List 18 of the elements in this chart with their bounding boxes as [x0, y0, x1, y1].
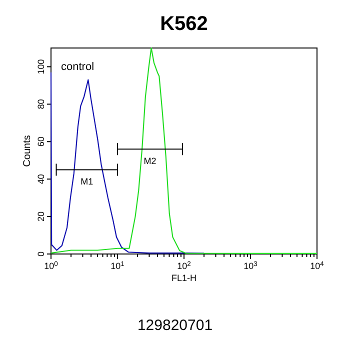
x-tick-label: 10$^{4}$: [310, 260, 324, 271]
chart-title: K562: [160, 13, 208, 35]
y-tick-label: 40: [36, 174, 46, 184]
y-tick-label: 80: [36, 99, 46, 110]
y-tick-label: 20: [36, 212, 46, 222]
x-tick-label: 10$^{2}$: [177, 260, 192, 271]
annotation: control: [61, 61, 94, 73]
x-tick-label: 10$^{0}$: [44, 260, 58, 271]
series-label: M1: [80, 176, 94, 187]
x-axis-title: FL1-H: [171, 273, 197, 283]
x-tick-label: 10$^{3}$: [244, 260, 258, 271]
text: 129820701: [137, 317, 213, 334]
x-tick-label: 10$^{1}$: [110, 260, 125, 271]
y-tick-label: 100: [36, 59, 46, 74]
series-label: M2: [144, 156, 156, 166]
y-axis-title: Counts: [22, 135, 33, 167]
y-tick-label: 60: [36, 136, 46, 147]
y-tick-label: 0: [36, 251, 46, 257]
